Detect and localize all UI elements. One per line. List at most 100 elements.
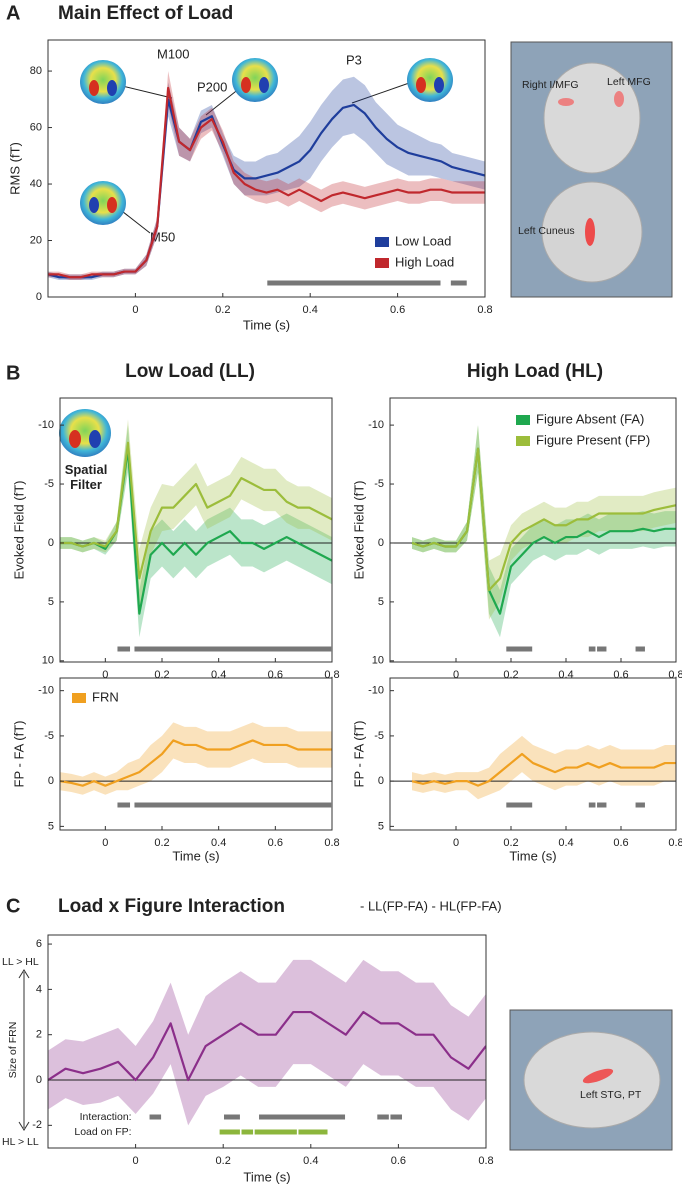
x-tick-label: 0.4 xyxy=(303,1155,318,1167)
plot-frame xyxy=(389,677,677,831)
y-tick-label: 4 xyxy=(36,983,42,995)
y-axis-label: FP - FA (fT) xyxy=(351,721,366,788)
chart-title: High Load (HL) xyxy=(467,361,603,382)
significance-bar xyxy=(134,802,332,808)
significance-bar xyxy=(259,1114,346,1120)
x-tick-label: 0.4 xyxy=(211,669,226,681)
series-line xyxy=(60,441,332,580)
y-tick-label: -10 xyxy=(368,685,384,697)
significance-bar xyxy=(450,280,467,286)
significance-bar xyxy=(254,1129,297,1135)
x-tick-label: 0.6 xyxy=(390,304,405,316)
annotation: M100 xyxy=(157,46,190,61)
series-line xyxy=(48,1010,486,1082)
x-tick-label: 0.8 xyxy=(668,669,682,681)
x-tick-label: 0.2 xyxy=(503,669,518,681)
arrow-head xyxy=(18,969,30,1131)
arrow-label: LL > HL xyxy=(2,956,39,968)
y-tick-label: 0 xyxy=(48,537,54,549)
x-tick-label: 0.6 xyxy=(613,837,628,849)
y-axis-label: Evoked Field (fT) xyxy=(351,481,366,580)
legend-swatch xyxy=(516,436,530,446)
x-tick-label: 0.8 xyxy=(478,1155,493,1167)
panel-label: C xyxy=(6,895,20,917)
significance-bar xyxy=(377,1114,389,1120)
y-tick-label: 5 xyxy=(378,820,384,832)
significance-label: Load on FP: xyxy=(74,1126,131,1138)
y-axis-label: RMS (fT) xyxy=(7,142,22,195)
y-tick-label: 2 xyxy=(36,1029,42,1041)
topomaps xyxy=(59,58,453,457)
x-tick-label: 0 xyxy=(133,1155,139,1167)
y-tick-label: 20 xyxy=(30,234,42,246)
significance-bar xyxy=(224,1114,240,1120)
legend-swatch xyxy=(375,258,389,268)
x-tick-label: 0.4 xyxy=(303,304,318,316)
blob xyxy=(558,98,574,106)
y-tick-label: 0 xyxy=(36,1074,42,1086)
significance-bar xyxy=(588,802,596,808)
brain-label: Left STG, PT xyxy=(580,1089,642,1101)
error-band xyxy=(48,959,486,1126)
y-axis-label: Evoked Field (fT) xyxy=(11,481,26,580)
panel-label: B xyxy=(6,362,20,384)
legend-label: Figure Present (FP) xyxy=(536,432,650,447)
x-tick-label: 0.6 xyxy=(391,1155,406,1167)
y-tick-label: 6 xyxy=(36,938,42,950)
brain-label: Left MFG xyxy=(607,76,651,88)
error-band xyxy=(412,425,676,620)
y-tick-label: 5 xyxy=(48,596,54,608)
significance-bar xyxy=(597,646,607,652)
y-tick-label: -2 xyxy=(32,1119,42,1131)
significance-bar xyxy=(117,646,131,652)
x-axis-label: Time (s) xyxy=(172,848,219,863)
x-tick-label: 0.2 xyxy=(215,304,230,316)
legend-swatch xyxy=(375,237,389,247)
series-line xyxy=(411,447,676,592)
y-tick-label: 0 xyxy=(48,775,54,787)
x-tick-label: 0.6 xyxy=(268,837,283,849)
y-tick-label: 10 xyxy=(42,655,54,667)
significance-bar xyxy=(635,802,645,808)
error-band xyxy=(412,425,676,638)
plot-frame xyxy=(47,39,486,298)
significance-bar xyxy=(597,802,607,808)
chart-title: Load x Figure Interaction xyxy=(58,896,285,917)
y-tick-label: 10 xyxy=(372,655,384,667)
legend-label: High Load xyxy=(395,254,454,269)
subtitle: - LL(FP-FA) - HL(FP-FA) xyxy=(360,898,502,913)
y-axis-label: FP - FA (fT) xyxy=(11,721,26,788)
x-tick-label: 0.8 xyxy=(668,837,682,849)
x-axis-label: Time (s) xyxy=(509,848,556,863)
y-tick-label: 80 xyxy=(30,65,42,77)
significance-bar xyxy=(390,1114,402,1120)
x-tick-label: 0.4 xyxy=(558,669,573,681)
x-tick-label: 0 xyxy=(453,837,459,849)
significance-bar xyxy=(241,1129,254,1135)
legend-label: Figure Absent (FA) xyxy=(536,411,644,426)
x-tick-label: 0.8 xyxy=(477,304,492,316)
annotation: P3 xyxy=(346,52,362,67)
series-line xyxy=(60,739,332,787)
y-axis-label: Size of FRN xyxy=(7,1022,19,1079)
x-tick-label: 0.2 xyxy=(216,1155,231,1167)
legend-swatch xyxy=(516,415,530,425)
y-tick-label: 5 xyxy=(378,596,384,608)
significance-bar xyxy=(635,646,645,652)
legend-label: FRN xyxy=(92,689,119,704)
x-tick-label: 0.6 xyxy=(268,669,283,681)
significance-label: Interaction: xyxy=(80,1111,132,1123)
blob xyxy=(614,91,624,107)
plot-frame xyxy=(47,934,487,1149)
x-tick-label: 0 xyxy=(132,304,138,316)
error-band xyxy=(60,419,332,608)
significance-bar xyxy=(506,646,533,652)
brain-front xyxy=(543,62,641,174)
blob xyxy=(582,1068,614,1084)
y-tick-label: 0 xyxy=(378,775,384,787)
y-tick-label: -5 xyxy=(44,478,54,490)
x-tick-label: 0.4 xyxy=(558,837,573,849)
significance-bar xyxy=(298,1129,328,1135)
significance-bar xyxy=(588,646,596,652)
significance-bar xyxy=(117,802,131,808)
